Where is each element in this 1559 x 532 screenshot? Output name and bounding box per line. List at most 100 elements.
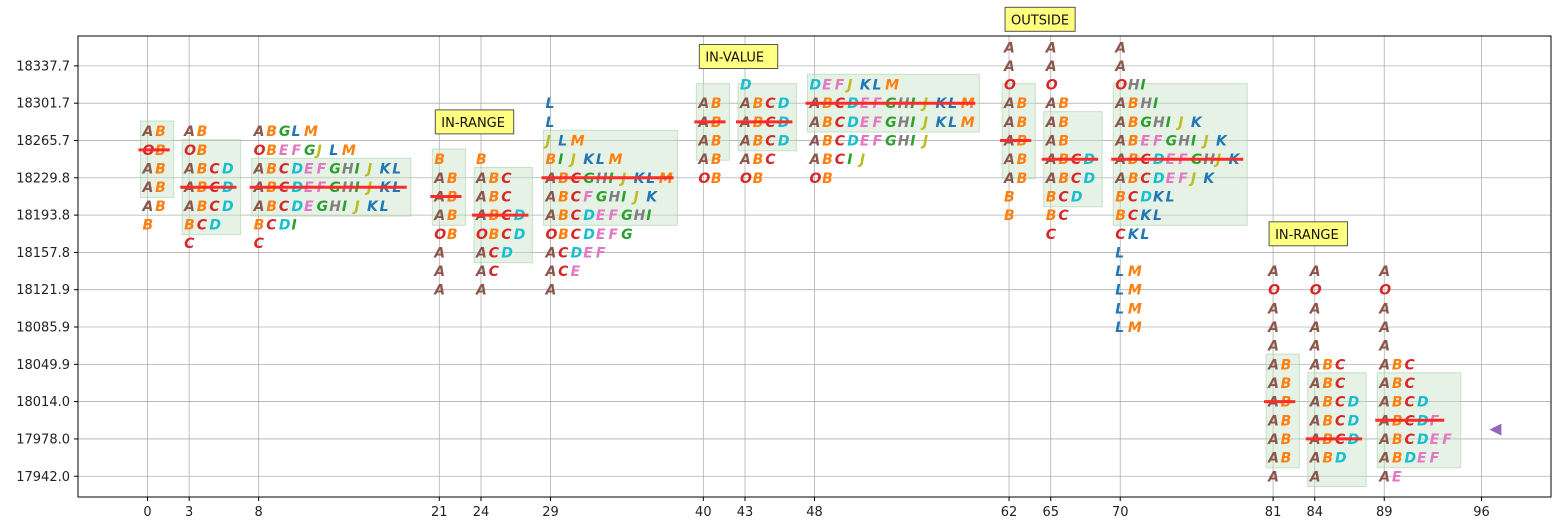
tpo-letter: F [1442, 432, 1452, 448]
tpo-letter: A [1114, 134, 1126, 150]
tpo-letter: A [475, 245, 487, 261]
tpo-letter: B [822, 152, 833, 168]
tpo-letter: K [1191, 115, 1203, 131]
tpo-letter: J [542, 134, 550, 150]
tpo-letter: E [1430, 432, 1440, 448]
tpo-letter: C [184, 236, 195, 252]
left-triangle-marker [1489, 423, 1502, 436]
tpo-letter: B [1392, 376, 1403, 392]
tpo-letter: A [544, 190, 556, 206]
tpo-letter: O [545, 227, 557, 243]
tpo-letter: J [1188, 171, 1196, 187]
tpo-letter: I [910, 134, 915, 150]
tpo-letter: A [433, 283, 445, 299]
tpo-letter: A [433, 264, 445, 280]
tpo-letter: A [1045, 115, 1057, 131]
tpo-letter: A [544, 208, 556, 224]
tpo-letter: E [860, 134, 870, 150]
tpo-letter: A [1114, 59, 1126, 75]
tpo-letter: C [489, 245, 500, 261]
tpo-letter: G [621, 227, 633, 243]
tpo-letter: K [583, 152, 595, 168]
tpo-letter: H [898, 134, 910, 150]
tpo-letter: F [835, 78, 845, 94]
tpo-letter: L [380, 199, 389, 215]
tpo-letter: L [1153, 208, 1162, 224]
tpo-letter: B [197, 199, 208, 215]
x-tick-label: 65 [1042, 505, 1059, 520]
tpo-letter: K [860, 78, 872, 94]
tpo-letter: I [646, 208, 651, 224]
tpo-letter: B [1004, 208, 1015, 224]
y-tick-label: 17942.0 [16, 470, 70, 485]
x-tick-label: 0 [143, 505, 151, 520]
tpo-letter: B [1322, 357, 1333, 373]
tpo-letter: E [583, 245, 593, 261]
tpo-letter: C [209, 199, 220, 215]
tpo-letter: D [740, 78, 752, 94]
x-tick-label: 48 [806, 505, 823, 520]
tpo-letter: A [1045, 171, 1057, 187]
value-area-box [1307, 372, 1367, 488]
tpo-letter: B [266, 124, 277, 140]
tpo-letter: B [1392, 451, 1403, 467]
tpo-letter: C [254, 236, 265, 252]
tpo-letter: A [1378, 432, 1390, 448]
tpo-letter: B [155, 199, 166, 215]
tpo-letter: B [1392, 432, 1403, 448]
tpo-letter: K [1216, 134, 1228, 150]
tpo-letter: E [822, 78, 832, 94]
axis-layer: 17942.0 17978.0 18014.0 18049.9 18085.9 18121… [16, 35, 1552, 520]
tpo-letter: B [1058, 171, 1069, 187]
tpo-letter: A [253, 162, 265, 178]
tpo-letter: B [558, 227, 569, 243]
tpo-letter: D [778, 134, 790, 150]
tpo-letter: B [1281, 432, 1292, 448]
tpo-letter: L [545, 115, 554, 131]
tpo-letter: B [711, 152, 722, 168]
tpo-letter: E [596, 227, 606, 243]
tpo-letter: A [433, 171, 445, 187]
tpo-letter: D [583, 208, 595, 224]
tpo-letter: A [697, 152, 709, 168]
tpo-letter: C [1128, 208, 1139, 224]
tpo-letter: F [873, 134, 883, 150]
tpo-letter: C [1058, 208, 1069, 224]
tpo-letter: C [279, 199, 290, 215]
tpo-letter: H [1153, 115, 1165, 131]
tpo-letter: D [810, 78, 822, 94]
tpo-letter: A [1309, 451, 1321, 467]
x-tick-label: 96 [1473, 505, 1490, 520]
tpo-letter: G [1140, 115, 1152, 131]
tpo-letter: B [753, 171, 764, 187]
tpo-letter: B [266, 199, 277, 215]
tpo-letter: M [885, 78, 899, 94]
tpo-letter: D [209, 217, 221, 233]
tpo-letter: C [558, 245, 569, 261]
tpo-letter: I [291, 217, 296, 233]
tpo-letter: A [475, 283, 487, 299]
tpo-letter: K [1153, 190, 1165, 206]
tpo-letter: B [545, 152, 556, 168]
tpo-letter: M [608, 152, 622, 168]
tpo-letter: J [1200, 134, 1208, 150]
tpo-letter: A [1114, 96, 1126, 112]
tpo-letter: D [1404, 451, 1416, 467]
tpo-letter: A [433, 245, 445, 261]
x-tick-label: 24 [473, 505, 490, 520]
tpo-letter: B [476, 152, 487, 168]
tpo-letter: A [1003, 96, 1015, 112]
tpo-letter: D [501, 245, 513, 261]
tpo-letter: B [489, 227, 500, 243]
tpo-letter: B [1322, 376, 1333, 392]
tpo-letter: I [1140, 78, 1145, 94]
tpo-letter: A [1309, 469, 1321, 485]
tpo-letter: D [1348, 395, 1360, 411]
tpo-letter: C [1404, 432, 1415, 448]
annotation-label: IN-RANGE [1275, 228, 1339, 243]
tpo-letter: K [646, 190, 658, 206]
tpo-letter: A [809, 134, 821, 150]
tpo-letter: L [1166, 190, 1175, 206]
tpo-letter: H [898, 115, 910, 131]
tpo-letter: B [822, 134, 833, 150]
